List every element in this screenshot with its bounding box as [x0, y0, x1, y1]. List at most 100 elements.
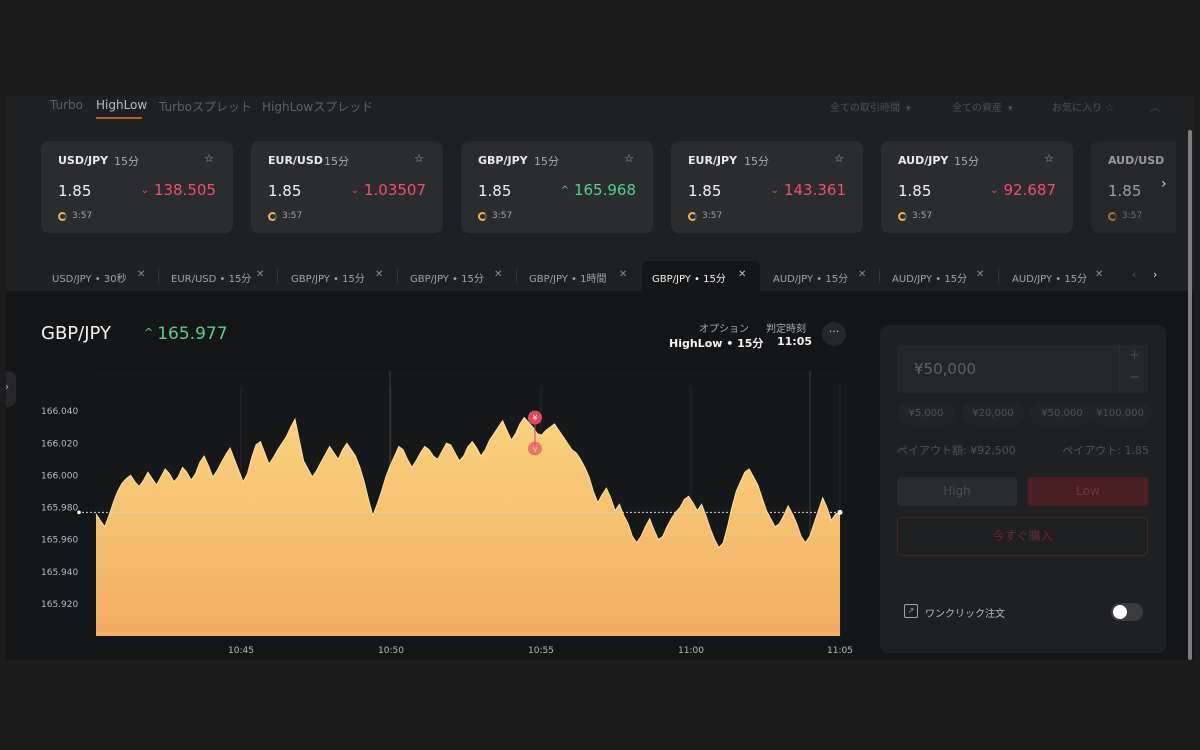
amount-input[interactable]: ¥50,000: [897, 345, 1119, 393]
tab-highlow-spread[interactable]: HighLowスプレッド: [262, 100, 374, 114]
minus-icon[interactable]: −: [1129, 370, 1140, 385]
card-pair: EUR/JPY: [688, 154, 738, 167]
card-pair: AUD/JPY: [898, 154, 949, 167]
timer-icon: [478, 212, 487, 221]
chevron-right-icon[interactable]: ›: [1161, 176, 1167, 192]
close-icon[interactable]: ✕: [494, 269, 503, 280]
card-payout: 1.85: [1108, 182, 1142, 200]
symbol-price-value: 165.977: [157, 324, 228, 344]
letterbox-top: [0, 0, 1200, 96]
close-icon[interactable]: ✕: [619, 269, 628, 280]
chevron-right-icon[interactable]: ›: [6, 371, 16, 407]
one-click-toggle[interactable]: [1111, 603, 1143, 621]
card-payout: 1.85: [268, 182, 302, 200]
chevron-right-icon[interactable]: ›: [1153, 268, 1158, 281]
open-tab[interactable]: USD/JPY • 30秒 ✕: [42, 261, 159, 291]
amount-chip[interactable]: ¥50,000: [1030, 403, 1094, 425]
current-price-dot: [837, 509, 843, 515]
asset-card-eur-usd[interactable]: EUR/USD 15分 ☆ 1.85 ⌄ 1.03507 3:57: [251, 141, 443, 233]
chevron-up-icon[interactable]: ︿: [1150, 103, 1160, 114]
timer-icon: [268, 212, 277, 221]
asset-filter[interactable]: 全ての資産 ▾: [952, 99, 1013, 114]
card-payout: 1.85: [898, 182, 932, 200]
card-duration: 15分: [534, 155, 559, 168]
open-tab-active[interactable]: GBP/JPY • 15分 ✕: [642, 261, 760, 291]
open-tab[interactable]: GBP/JPY • 15分 ✕: [281, 261, 398, 291]
asset-cards: USD/JPY 15分 ☆ 1.85 ⌄ 138.505 3:57 EUR/USD…: [41, 141, 1176, 233]
trading-app: Turbo HighLow Turboスプレット HighLowスプレッド 全て…: [6, 96, 1194, 660]
card-price-value: 165.968: [573, 181, 636, 199]
arrow-up-icon: ^: [144, 326, 154, 339]
x-tick-label: 10:45: [228, 646, 254, 656]
card-price-value: 138.505: [153, 181, 216, 199]
payout-amount: ペイアウト額: ¥92,500: [897, 444, 1016, 457]
close-icon[interactable]: ✕: [375, 269, 384, 280]
asset-card-aud-jpy[interactable]: AUD/JPY 15分 ☆ 1.85 ⌄ 92.687 3:57: [881, 141, 1073, 233]
card-price: ⌄ 1.03507: [351, 181, 426, 199]
asset-card-aud-usd[interactable]: AUD/USD 1.85 3:57: [1091, 141, 1176, 233]
close-icon[interactable]: ✕: [738, 269, 747, 280]
x-tick-label: 10:50: [378, 646, 404, 656]
star-icon[interactable]: ☆: [1044, 152, 1054, 165]
star-icon[interactable]: ☆: [834, 152, 844, 165]
tab-highlow[interactable]: HighLow: [96, 98, 148, 112]
judgement-time-value: 11:05: [777, 335, 813, 348]
chevron-left-icon[interactable]: ‹: [1132, 268, 1137, 281]
x-tick-label: 10:55: [528, 646, 554, 656]
low-button[interactable]: Low: [1028, 477, 1148, 506]
open-tab[interactable]: GBP/JPY • 1時間 ✕: [519, 261, 641, 291]
card-timer: 3:57: [492, 211, 513, 221]
asset-card-gbp-jpy[interactable]: GBP/JPY 15分 ☆ 1.85 ^ 165.968 3:57: [461, 141, 653, 233]
tab-turbo[interactable]: Turbo: [50, 98, 84, 112]
close-icon[interactable]: ✕: [976, 269, 985, 280]
star-icon[interactable]: ☆: [204, 152, 214, 165]
asset-filter-label: 全ての資産: [952, 103, 1002, 114]
price-area: [96, 417, 840, 636]
open-tab[interactable]: AUD/JPY • 15分 ✕: [882, 261, 999, 291]
plus-icon[interactable]: +: [1129, 348, 1140, 363]
favorites-filter[interactable]: お気に入り ☆: [1052, 103, 1115, 114]
close-icon[interactable]: ✕: [1095, 269, 1104, 280]
amount-chip[interactable]: ¥100,000: [1088, 403, 1152, 425]
arrow-down-icon: ⌄: [350, 185, 359, 196]
card-duration: 15分: [324, 155, 349, 168]
card-payout: 1.85: [688, 182, 722, 200]
asset-card-eur-jpy[interactable]: EUR/JPY 15分 ☆ 1.85 ⌄ 143.361 3:57: [671, 141, 863, 233]
tab-turbo-spread[interactable]: Turboスプレット: [159, 100, 253, 114]
open-tab-label: GBP/JPY • 15分: [291, 274, 365, 285]
tab-divider: [879, 269, 880, 283]
tab-divider: [158, 269, 159, 283]
y-tick-label: 165.920: [41, 600, 78, 610]
star-icon[interactable]: ☆: [414, 152, 424, 165]
open-tab[interactable]: GBP/JPY • 15分 ✕: [400, 261, 517, 291]
timer-icon: [58, 212, 67, 221]
close-icon[interactable]: ✕: [256, 269, 265, 280]
entry-marker: [527, 410, 542, 425]
option-label: オプション: [699, 324, 749, 335]
buy-now-button[interactable]: 今すぐ購入: [897, 517, 1148, 556]
open-tab[interactable]: AUD/JPY • 15分 ✕: [763, 261, 880, 291]
amount-chip[interactable]: ¥5,000: [897, 403, 955, 425]
card-timer: 3:57: [912, 211, 933, 221]
one-click-label: ワンクリック注文: [925, 609, 1005, 620]
chart-area: › GBP/JPY ^165.977 オプション HighLow • 15分 判…: [6, 291, 1194, 660]
symbol-price: ^ 165.977: [144, 324, 228, 344]
more-options-button[interactable]: ···: [822, 322, 846, 346]
card-timer: 3:57: [282, 211, 303, 221]
close-icon[interactable]: ✕: [137, 269, 146, 280]
x-tick-label: 11:05: [827, 646, 853, 656]
asset-card-usd-jpy[interactable]: USD/JPY 15分 ☆ 1.85 ⌄ 138.505 3:57: [41, 141, 233, 233]
high-button[interactable]: High: [897, 477, 1017, 506]
open-tab[interactable]: EUR/USD • 15分 ✕: [161, 261, 278, 291]
card-duration: 15分: [114, 155, 139, 168]
price-chart[interactable]: 166.040 166.020 166.000 165.980 165.960 165.9…: [6, 291, 876, 660]
scrollbar[interactable]: [1188, 130, 1192, 660]
card-payout: 1.85: [478, 182, 512, 200]
open-tab[interactable]: AUD/JPY • 15分 ✕: [1002, 261, 1119, 291]
amount-chip[interactable]: ¥20,000: [961, 403, 1025, 425]
tab-divider: [998, 269, 999, 283]
star-icon[interactable]: ☆: [624, 152, 634, 165]
trading-time-filter[interactable]: 全ての取引時間 ▾: [830, 99, 911, 114]
close-icon[interactable]: ✕: [858, 269, 867, 280]
tab-divider: [397, 269, 398, 283]
